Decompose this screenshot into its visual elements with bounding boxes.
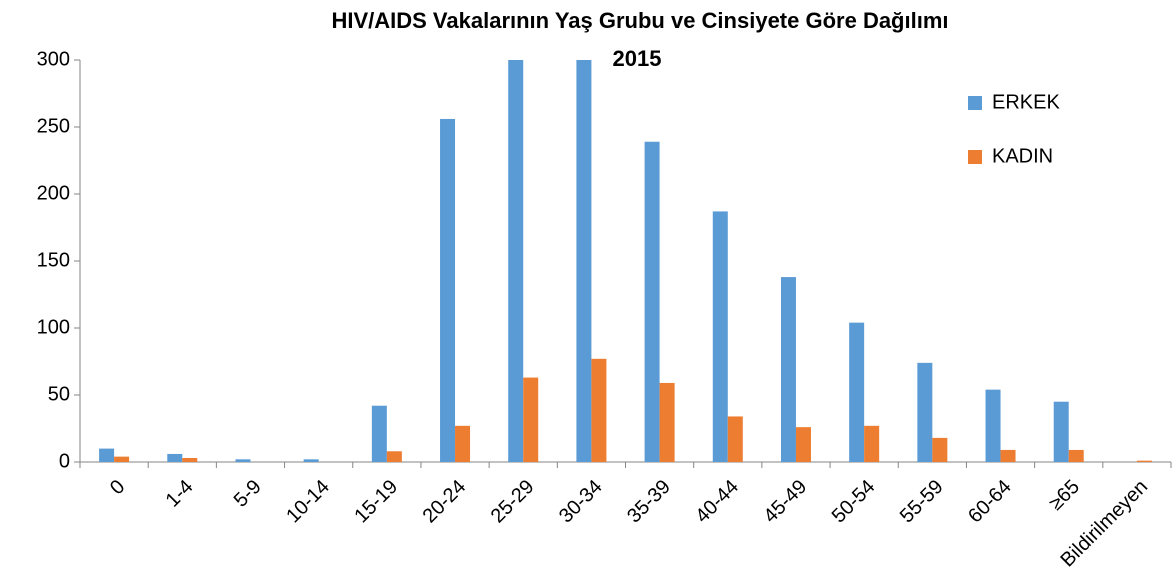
bar xyxy=(1053,401,1069,462)
x-tick-label: ≥65 xyxy=(1045,476,1084,515)
legend-swatch xyxy=(968,150,982,164)
bar xyxy=(440,118,456,463)
bar xyxy=(932,437,948,462)
chart-title: HIV/AIDS Vakalarının Yaş Grubu ve Cinsiy… xyxy=(331,8,948,33)
bar xyxy=(985,389,1001,462)
bar xyxy=(849,322,865,462)
bar xyxy=(644,141,660,463)
bar xyxy=(795,427,811,462)
bar xyxy=(371,405,387,462)
x-tick-label: 50-54 xyxy=(828,476,880,528)
bar xyxy=(1068,449,1084,462)
x-tick-label: 55-59 xyxy=(896,476,948,528)
bar xyxy=(235,459,251,462)
bar xyxy=(659,382,675,462)
x-tick-label: 10-14 xyxy=(282,476,334,528)
bar xyxy=(523,377,539,462)
bar xyxy=(1000,449,1016,462)
chart-subtitle: 2015 xyxy=(613,46,662,71)
x-tick-label: 25-29 xyxy=(487,476,539,528)
bar xyxy=(99,448,115,462)
y-tick-label: 150 xyxy=(37,249,70,271)
x-tick-label: 35-39 xyxy=(623,476,675,528)
x-tick-label: 15-19 xyxy=(350,476,402,528)
x-tick-label: 30-34 xyxy=(555,476,607,528)
x-tick-label: 5-9 xyxy=(230,476,266,512)
bar xyxy=(780,277,796,462)
x-tick-label: 20-24 xyxy=(419,476,471,528)
x-tick-label: 0 xyxy=(106,476,129,499)
y-tick-label: 0 xyxy=(59,450,70,472)
bar xyxy=(114,456,130,462)
bar xyxy=(1136,460,1152,462)
bar xyxy=(167,453,183,462)
bar xyxy=(712,211,728,462)
bar xyxy=(917,362,933,462)
legend-swatch xyxy=(968,96,982,110)
bar xyxy=(591,358,607,462)
bar xyxy=(508,60,524,462)
bar xyxy=(576,60,592,462)
bar xyxy=(182,457,198,462)
bar xyxy=(386,451,402,462)
y-tick-label: 50 xyxy=(48,383,70,405)
bar xyxy=(303,459,319,462)
x-tick-label: 1-4 xyxy=(162,476,198,512)
legend-label: KADIN xyxy=(992,145,1053,167)
legend-label: ERKEK xyxy=(992,91,1060,113)
y-tick-label: 250 xyxy=(37,115,70,137)
x-tick-label: 60-64 xyxy=(964,476,1016,528)
bar xyxy=(864,425,880,462)
x-tick-label: 40-44 xyxy=(691,476,743,528)
bar xyxy=(455,425,471,462)
bar xyxy=(727,416,743,462)
x-tick-label: 45-49 xyxy=(760,476,812,528)
y-tick-label: 200 xyxy=(37,182,70,204)
y-tick-label: 300 xyxy=(37,48,70,70)
y-tick-label: 100 xyxy=(37,316,70,338)
